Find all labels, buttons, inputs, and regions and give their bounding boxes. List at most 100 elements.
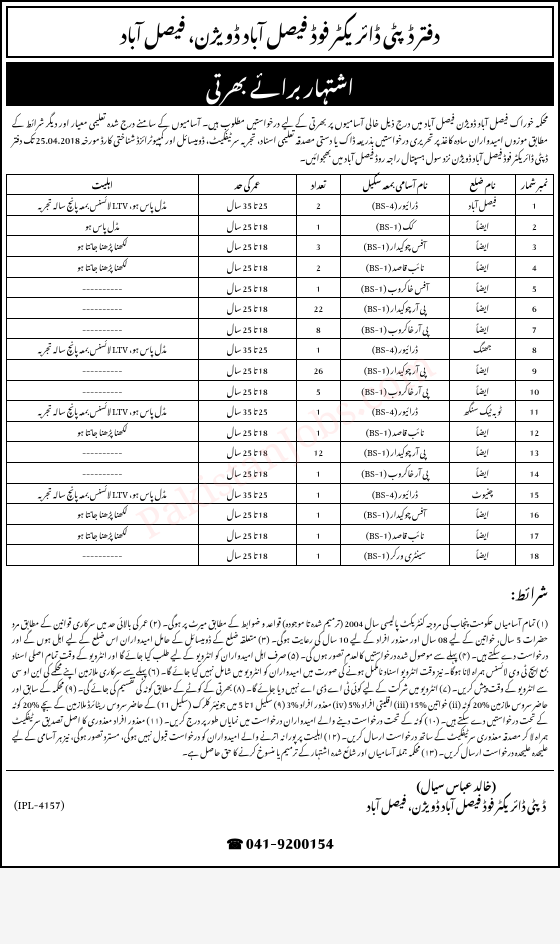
table-row: 13ایضاًپی آر چوکیدار (BS-1)1218 تا 25 سا… (7, 442, 554, 463)
table-cell-qual: ---------- (7, 545, 199, 566)
table-cell-sr: 17 (515, 524, 553, 545)
table-cell-qual: لکھنا پڑھنا جانتا ہو (7, 524, 199, 545)
table-row: 3ایضاًآفس چوکیدار (BS-1)318 تا 25 ساللکھ… (7, 236, 554, 257)
table-cell-district: چنیوٹ (450, 483, 516, 504)
table-cell-post: ڈرائیور (BS-4) (340, 483, 449, 504)
table-cell-count: 12 (296, 442, 340, 463)
table-cell-qual: مڈل پاس ہو، LTV لائسنس بمعہ پانچ سالہ تج… (7, 339, 199, 360)
table-cell-age: 25 تا 35 سال (198, 401, 296, 422)
table-cell-age: 18 تا 25 سال (198, 257, 296, 278)
conditions-heading: شرائط: (6, 570, 554, 613)
table-cell-sr: 11 (515, 401, 553, 422)
col-header-count: تعداد (296, 174, 340, 195)
table-cell-post: نائب قاصد (BS-1) (340, 524, 449, 545)
col-header-qualification: اہلیت (7, 174, 199, 195)
table-cell-district: ایضاً (450, 360, 516, 381)
table-row: 16ایضاًآفس چوکیدار (BS-1)118 تا 25 ساللک… (7, 504, 554, 525)
table-cell-sr: 18 (515, 545, 553, 566)
table-cell-qual: ---------- (7, 298, 199, 319)
table-cell-count: 1 (296, 277, 340, 298)
table-cell-age: 25 تا 35 سال (198, 339, 296, 360)
table-cell-age: 18 تا 25 سال (198, 298, 296, 319)
table-cell-sr: 4 (515, 257, 553, 278)
table-cell-count: 1 (296, 339, 340, 360)
table-row: 8جھنگڈرائیور (BS-4)125 تا 35 سالمڈل پاس … (7, 339, 554, 360)
table-row: 15چنیوٹڈرائیور (BS-4)125 تا 35 سالمڈل پا… (7, 483, 554, 504)
table-cell-age: 18 تا 25 سال (198, 277, 296, 298)
table-cell-sr: 10 (515, 380, 553, 401)
vacancies-table: نمبر شمار نام ضلع نام آسامی بمعہ سکیل تع… (6, 174, 554, 566)
table-cell-sr: 7 (515, 318, 553, 339)
table-cell-district: ایضاً (450, 215, 516, 236)
table-cell-post: ڈرائیور (BS-4) (340, 339, 449, 360)
table-row: 6ایضاًپی آر چوکیدار (BS-1)2218 تا 25 سال… (7, 298, 554, 319)
table-cell-sr: 12 (515, 421, 553, 442)
table-cell-age: 18 تا 25 سال (198, 360, 296, 381)
table-cell-post: پی آر خاکروب (BS-1) (340, 462, 449, 483)
conditions-body: (۱) تمام آسامیاں حکومت پنجاب کی مروجہ کن… (6, 613, 554, 766)
phone-row: ☎ 041-9200154 (6, 821, 554, 862)
table-cell-post: آفس خاکروب (BS-1) (340, 277, 449, 298)
table-cell-count: 8 (296, 318, 340, 339)
table-row: 4ایضاًنائب قاصد (BS-1)218 تا 25 ساللکھنا… (7, 257, 554, 278)
table-cell-qual: مڈل پاس ہو، LTV لائسنس بمعہ پانچ سالہ تج… (7, 195, 199, 216)
table-cell-age: 18 تا 25 سال (198, 524, 296, 545)
signature-block: (خالد عباس سیال) ڈپٹی ڈائریکٹر فوڈ فیصل … (366, 775, 546, 815)
table-cell-age: 18 تا 25 سال (198, 421, 296, 442)
table-cell-qual: ---------- (7, 360, 199, 381)
table-row: 18ایضاًسینٹری ورکر (BS-1)118 تا 25 سال--… (7, 545, 554, 566)
table-cell-sr: 5 (515, 277, 553, 298)
table-cell-sr: 3 (515, 236, 553, 257)
table-row: 12ایضاًنائب قاصد (BS-1)118 تا 25 ساللکھن… (7, 421, 554, 442)
table-cell-count: 1 (296, 215, 340, 236)
table-cell-post: نائب قاصد (BS-1) (340, 257, 449, 278)
table-cell-count: 5 (296, 380, 340, 401)
table-cell-count: 1 (296, 483, 340, 504)
table-cell-sr: 2 (515, 215, 553, 236)
table-cell-count: 3 (296, 236, 340, 257)
office-title: دفتر ڈپٹی ڈائریکٹر فوڈ فیصل آباد ڈویژن، … (12, 16, 548, 48)
table-cell-age: 18 تا 25 سال (198, 380, 296, 401)
table-cell-district: ایضاً (450, 462, 516, 483)
intro-paragraph: محکمہ خوراک فیصل آباد ڈویژن فیصل آباد می… (6, 110, 554, 169)
table-cell-qual: لکھنا پڑھنا جانتا ہو (7, 504, 199, 525)
phone-number: 041-9200154 (246, 823, 334, 858)
table-cell-sr: 8 (515, 339, 553, 360)
table-cell-count: 1 (296, 524, 340, 545)
table-cell-count: 1 (296, 504, 340, 525)
table-cell-district: ایضاً (450, 298, 516, 319)
table-cell-qual: لکھنا پڑھنا جانتا ہو (7, 421, 199, 442)
table-cell-district: ٹوبہ ٹیک سنگھ (450, 401, 516, 422)
table-cell-age: 18 تا 25 سال (198, 462, 296, 483)
table-cell-district: ایضاً (450, 442, 516, 463)
table-row: 5ایضاًآفس خاکروب (BS-1)118 تا 25 سال----… (7, 277, 554, 298)
table-cell-post: نائب قاصد (BS-1) (340, 421, 449, 442)
col-header-age: عمر کی حد (198, 174, 296, 195)
table-cell-post: کک (BS-1) (340, 215, 449, 236)
table-cell-district: ایضاً (450, 257, 516, 278)
table-cell-qual: مڈل پاس ہو، LTV لائسنس بمعہ پانچ سالہ تج… (7, 401, 199, 422)
table-cell-count: 1 (296, 462, 340, 483)
table-cell-post: سینٹری ورکر (BS-1) (340, 545, 449, 566)
table-row: 7ایضاًپی آر خاکروب (BS-1)818 تا 25 سال--… (7, 318, 554, 339)
table-cell-qual: مڈل پاس ہو، LTV لائسنس بمعہ پانچ سالہ تج… (7, 483, 199, 504)
table-cell-count: 2 (296, 257, 340, 278)
table-row: 10ایضاًپی آر خاکروب (BS-1)518 تا 25 سال-… (7, 380, 554, 401)
table-row: 1فیصل آبادڈرائیور (BS-4)225 تا 35 سالمڈل… (7, 195, 554, 216)
table-cell-district: جھنگ (450, 339, 516, 360)
table-cell-sr: 6 (515, 298, 553, 319)
table-cell-district: ایضاً (450, 318, 516, 339)
table-cell-age: 18 تا 25 سال (198, 504, 296, 525)
phone-icon: ☎ (226, 823, 243, 858)
table-cell-qual: لکھنا پڑھنا جانتا ہو (7, 236, 199, 257)
table-cell-count: 1 (296, 545, 340, 566)
table-cell-age: 18 تا 25 سال (198, 318, 296, 339)
table-row: 14ایضاًپی آر خاکروب (BS-1)118 تا 25 سال-… (7, 462, 554, 483)
document-page: PakistanJobs.com دفتر ڈپٹی ڈائریکٹر فوڈ … (0, 0, 560, 868)
col-header-post: نام آسامی بمعہ سکیل (340, 174, 449, 195)
table-cell-district: ایضاً (450, 277, 516, 298)
table-row: 2ایضاًکک (BS-1)118 تا 25 سالمڈل پاس ہو (7, 215, 554, 236)
table-row: 11ٹوبہ ٹیک سنگھڈرائیور (BS-4)125 تا 35 س… (7, 401, 554, 422)
table-cell-district: ایضاً (450, 380, 516, 401)
table-cell-sr: 16 (515, 504, 553, 525)
